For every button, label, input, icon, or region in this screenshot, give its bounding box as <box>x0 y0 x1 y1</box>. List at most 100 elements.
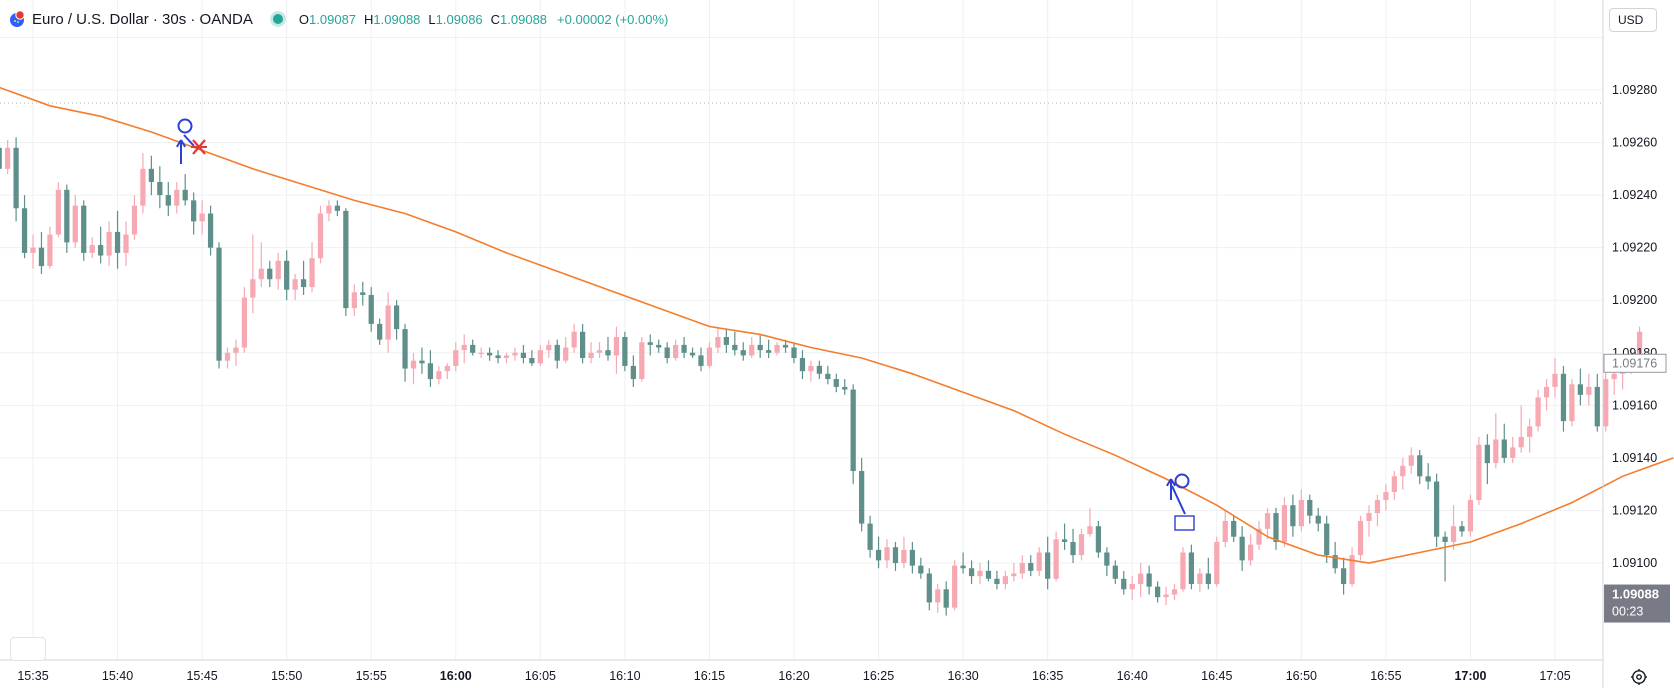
candle <box>233 339 239 366</box>
candle <box>977 563 983 585</box>
candle-body <box>1467 499 1474 532</box>
candle <box>960 552 966 574</box>
candle-body <box>1586 386 1592 395</box>
candle <box>478 347 484 359</box>
candle <box>377 318 383 345</box>
candle-body <box>799 358 806 372</box>
euro-dollar-flag-icon <box>10 10 25 27</box>
scroll-to-realtime-box[interactable] <box>10 637 46 661</box>
candle <box>207 205 214 256</box>
candle-body <box>1510 447 1516 458</box>
candle <box>529 350 535 366</box>
candle-body <box>284 260 290 290</box>
candle <box>1129 576 1135 600</box>
x-tick-label: 16:40 <box>1117 669 1148 683</box>
candle <box>1028 555 1034 577</box>
x-tick-label: 15:35 <box>17 669 48 683</box>
candle <box>199 200 205 235</box>
candle <box>943 581 949 616</box>
candle-body <box>1273 513 1279 542</box>
candle-body <box>1112 565 1118 579</box>
candle-body <box>1061 539 1068 542</box>
candle <box>1408 447 1414 474</box>
candle-body <box>681 344 687 353</box>
candle <box>1450 505 1457 550</box>
candle <box>579 323 586 364</box>
candle-body <box>943 589 949 608</box>
candle <box>1493 413 1499 469</box>
candle <box>537 344 543 366</box>
candle <box>520 344 527 364</box>
y-tick-label: 1.09220 <box>1612 241 1657 255</box>
candle <box>1307 494 1313 524</box>
candle <box>867 515 873 558</box>
candle <box>284 250 290 301</box>
candle <box>766 339 772 359</box>
symbol-legend: Euro / U.S. Dollar · 30s · OANDA O 1.090… <box>8 8 668 30</box>
entry-arrow-up <box>1166 478 1176 500</box>
y-tick-label: 1.09160 <box>1612 398 1657 412</box>
candle <box>952 560 958 611</box>
candle-body <box>368 294 374 324</box>
candle-body <box>1247 544 1254 561</box>
candle-body <box>1290 505 1296 527</box>
candle <box>994 570 1000 590</box>
x-tick-label: 16:10 <box>609 669 640 683</box>
y-tick-label: 1.09140 <box>1612 451 1657 465</box>
candle-body <box>174 189 180 206</box>
candle-body <box>1332 555 1338 569</box>
candle <box>1138 563 1144 598</box>
candle-body <box>64 189 70 243</box>
candle <box>588 342 594 364</box>
candle-body <box>1222 520 1228 542</box>
candle <box>1222 510 1228 548</box>
y-tick-label: 1.09260 <box>1612 136 1657 150</box>
candle-body <box>766 350 772 353</box>
currency-button[interactable]: USD <box>1609 8 1657 32</box>
symbol-title[interactable]: Euro / U.S. Dollar · 30s · OANDA <box>32 10 253 28</box>
candle <box>656 339 662 353</box>
candle <box>605 337 611 361</box>
candle <box>503 352 510 364</box>
candle <box>5 139 11 175</box>
candle-body <box>157 181 163 196</box>
candle <box>740 342 746 361</box>
open-value: 1.09087 <box>309 11 357 27</box>
candle <box>546 339 552 359</box>
candle-body <box>241 297 248 348</box>
candle-body <box>859 471 865 524</box>
candle <box>622 331 628 372</box>
candle <box>1357 515 1364 561</box>
candle <box>165 181 171 217</box>
candle-body <box>385 305 391 340</box>
candle <box>926 568 932 611</box>
candle-body <box>1442 536 1448 542</box>
candle-body <box>1070 541 1076 556</box>
candle-body <box>258 268 264 280</box>
candle-body <box>1019 563 1025 574</box>
candle-body <box>1129 584 1135 590</box>
candle <box>461 334 467 364</box>
candle <box>1163 586 1169 606</box>
candle-body <box>1417 455 1423 477</box>
candle <box>1366 505 1372 537</box>
chart-settings-button[interactable] <box>1628 666 1650 688</box>
candle-body <box>453 350 459 366</box>
candle <box>427 350 434 387</box>
candle-body <box>1603 379 1609 427</box>
candle-body <box>326 205 332 214</box>
candle-body <box>0 147 2 169</box>
candle <box>1535 389 1541 432</box>
candle-body <box>81 205 87 253</box>
candle <box>267 260 273 288</box>
candle <box>698 347 704 372</box>
candle-body <box>994 578 1000 585</box>
last-price-box <box>1604 584 1670 623</box>
candle <box>808 360 814 382</box>
candle <box>444 363 450 380</box>
market-status-dot[interactable] <box>272 14 283 24</box>
gear-icon <box>1631 669 1647 685</box>
